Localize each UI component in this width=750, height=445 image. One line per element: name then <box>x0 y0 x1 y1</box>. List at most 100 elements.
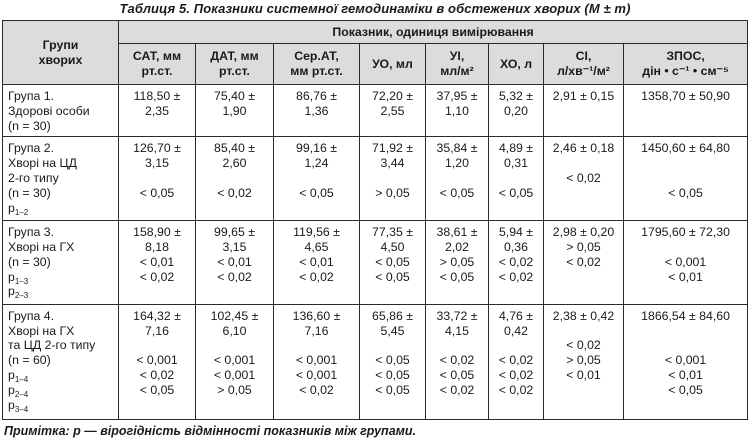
value-line: 2,35 <box>145 103 169 118</box>
table-row: Група 1. Здорові особи (n = 30) 118,50 ±2,3… <box>2 83 749 138</box>
table-footnote: Примітка: p — вірогідність відмінності п… <box>4 424 416 438</box>
table-title: Таблиця 5. Показники системної гемодинам… <box>119 1 631 16</box>
value-line: < 0,05 <box>668 185 703 200</box>
value-line <box>274 338 359 353</box>
group-column-header: Групи хворих <box>2 20 119 85</box>
value-line: 65,86 ± <box>372 308 413 323</box>
value-line: 126,70 ± <box>133 141 181 156</box>
value-line: 5,94 ± <box>498 225 534 240</box>
value-cell: 5,94 ±0,36 < 0,02 < 0,02 <box>488 220 544 305</box>
value-line: 1,20 <box>445 156 469 171</box>
value-line: 2,60 <box>222 156 247 171</box>
value-line: < 0,05 <box>375 353 410 368</box>
value-line: 7,16 <box>145 323 169 338</box>
column-header: СІ, л/хв⁻¹/м² <box>543 43 624 85</box>
column-header-line: САТ, мм <box>132 49 182 64</box>
column-header-line: мм рт.ст. <box>290 64 343 78</box>
value-cell: 65,86 ±5,45 < 0,05 < 0,05 < 0,05 <box>359 303 426 421</box>
group-line: та ЦД 2-го типу <box>8 338 96 353</box>
value-line: 35,84 ± <box>436 141 478 156</box>
value-line: 1,36 <box>304 103 329 118</box>
column-header: ЗПОС, дін • с⁻¹ • см⁻⁵ <box>622 43 749 85</box>
value-line: < 0,05 <box>668 382 703 397</box>
value-cell: 1795,60 ± 72,30 < 0,001 < 0,01 <box>622 220 749 305</box>
value-line: 1795,60 ± 72,30 <box>641 225 730 240</box>
value-line: < 0,05 <box>439 185 475 200</box>
value-line: 1358,70 ± 50,90 <box>641 89 730 103</box>
value-line: < 0,05 <box>375 382 410 397</box>
p-subscript: 1–2 <box>14 207 29 217</box>
value-line: < 0,02 <box>217 269 252 284</box>
value-line: < 0,05 <box>439 269 475 284</box>
indicators-header: Показник, одиниця вимірювання <box>117 20 749 44</box>
value-line: 2,02 <box>445 239 469 254</box>
value-cell: 71,92 ±3,44 > 0,05 <box>359 136 426 222</box>
group-line: 2-го типу <box>8 170 59 185</box>
value-line: < 0,05 <box>375 269 410 284</box>
value-line: 1,90 <box>222 103 247 118</box>
value-line: 2,98 ± 0,20 <box>552 225 615 240</box>
value-line <box>196 338 273 353</box>
value-line: < 0,02 <box>139 368 175 383</box>
column-header-line: рт.ст. <box>141 64 173 78</box>
value-line: 136,60 ± <box>292 308 341 323</box>
table-row: Група 2. Хворі на ЦД 2-го типу (n = 30) p1–2… <box>2 136 749 222</box>
value-line: < 0,05 <box>498 185 534 200</box>
value-line: < 0,02 <box>439 382 475 397</box>
value-line: < 0,01 <box>668 368 703 383</box>
value-line: < 0,02 <box>498 382 534 397</box>
value-line: 4,50 <box>380 239 405 254</box>
group-line: (n = 60) <box>8 353 51 368</box>
value-line <box>544 383 623 398</box>
value-line: 0,36 <box>504 239 528 254</box>
value-line <box>624 338 747 353</box>
value-line: < 0,01 <box>566 368 601 383</box>
value-line <box>544 156 623 171</box>
value-cell: 1450,60 ± 64,80 < 0,05 <box>622 136 749 222</box>
table-row: Група 4. Хворі на ГХ та ЦД 2-го типу (n = 6… <box>2 303 749 421</box>
value-line: < 0,02 <box>439 353 475 368</box>
group-line: p3–4 <box>8 397 29 414</box>
table-row: Група 3. Хворі на ГХ (n = 30) p1–3 p2–3 158,9… <box>2 220 749 305</box>
value-line <box>360 171 425 186</box>
value-cell: 2,91 ± 0,15 <box>543 83 624 138</box>
value-line: 5,32 ± <box>498 89 534 103</box>
value-line: < 0,001 <box>295 368 338 383</box>
group-line: (n = 30) <box>8 118 51 133</box>
value-line: 38,61 ± <box>436 225 478 240</box>
value-line: 99,16 ± <box>296 141 337 156</box>
value-line: < 0,05 <box>375 368 410 383</box>
value-line: < 0,05 <box>439 368 475 383</box>
value-cell: 136,60 ±7,16 < 0,001 < 0,001 < 0,02 <box>273 303 360 421</box>
value-line: 4,76 ± <box>498 308 534 323</box>
value-cell: 99,16 ±1,24 < 0,05 <box>273 136 360 222</box>
value-line: 119,56 ± <box>293 225 340 240</box>
value-line <box>544 186 623 201</box>
value-line: 102,45 ± <box>210 308 259 323</box>
group-cell: Група 3. Хворі на ГХ (n = 30) p1–3 p2–3 <box>2 220 119 305</box>
value-cell: 2,38 ± 0,42 < 0,02 > 0,05 < 0,01 <box>543 303 624 421</box>
value-line: < 0,02 <box>498 254 534 269</box>
value-line: < 0,02 <box>566 338 601 353</box>
group-line: Здорові особи <box>8 103 90 118</box>
value-line: 1866,54 ± 84,60 <box>641 308 730 323</box>
value-line: < 0,02 <box>498 368 534 383</box>
value-line: 118,50 ± <box>133 89 181 103</box>
value-line: 2,91 ± 0,15 <box>552 89 615 103</box>
value-line: > 0,05 <box>566 239 601 254</box>
value-line: < 0,02 <box>566 254 601 269</box>
value-line: 71,92 ± <box>372 141 413 156</box>
value-line: < 0,02 <box>566 170 601 185</box>
value-line: 164,32 ± <box>133 308 181 323</box>
value-cell: 2,98 ± 0,20 > 0,05 < 0,02 <box>543 220 624 305</box>
value-line: 1,24 <box>304 156 329 171</box>
group-line: Група 1. <box>8 89 54 103</box>
group-line: Група 2. <box>8 141 54 156</box>
column-header-row: САТ, мм рт.ст. ДАТ, мм рт.ст. Сер.АТ, мм рт.с… <box>3 43 749 85</box>
group-line: Хворі на ГХ <box>8 239 75 254</box>
column-header: ДАТ, мм рт.ст. <box>195 43 274 85</box>
value-cell: 4,89 ±0,31 < 0,05 <box>488 136 544 222</box>
value-line: 33,72 ± <box>436 308 478 323</box>
column-header: УІ, мл/м² <box>425 43 489 85</box>
